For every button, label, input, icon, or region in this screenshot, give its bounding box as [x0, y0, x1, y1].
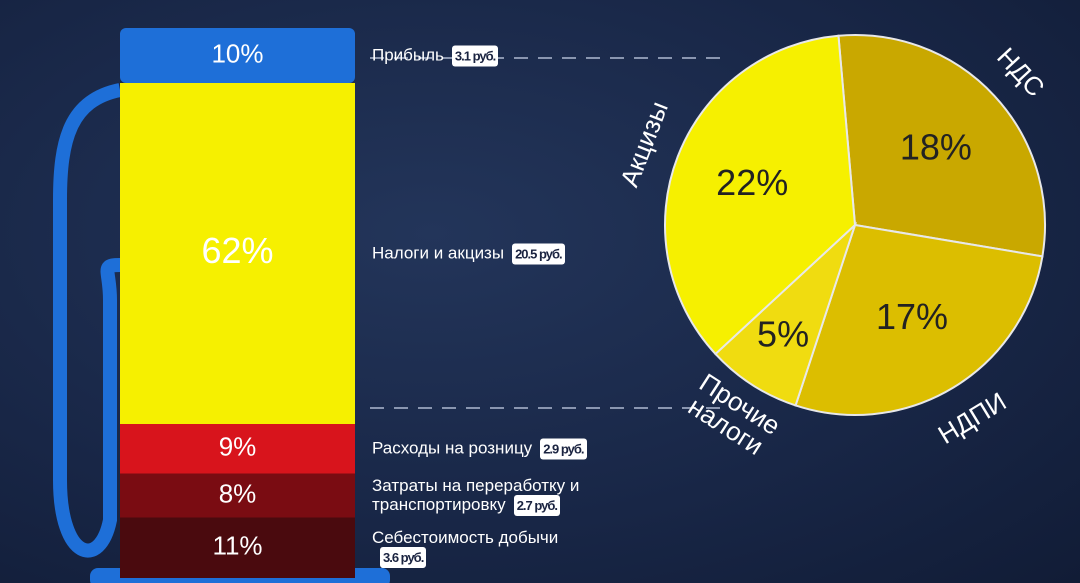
cost-label: Налоги и акцизы 20.5 руб.	[372, 242, 565, 265]
cost-label: Затраты на переработку и транспортировку…	[372, 475, 602, 516]
cost-name: Расходы на розницу	[372, 438, 533, 458]
pie-slice	[837, 34, 1046, 258]
bar-segment	[120, 424, 355, 474]
bar-segment	[120, 28, 355, 83]
cost-amount: 2.7 руб.	[513, 494, 561, 516]
cost-amount: 20.5 руб.	[512, 243, 565, 265]
cost-amount: 3.6 руб.	[380, 546, 427, 568]
bar-segment	[120, 517, 355, 578]
pie-slice	[794, 223, 1044, 416]
cost-amount: 2.9 руб.	[540, 438, 587, 460]
slice-label: 5%	[757, 313, 809, 354]
cost-label: Прибыль 3.1 руб.	[372, 44, 499, 67]
pump-hose	[53, 83, 122, 558]
segment-label: 11%	[212, 531, 262, 561]
segment-label: 62%	[201, 230, 273, 271]
pie-slice	[664, 34, 857, 356]
slice-label: 18%	[900, 127, 972, 168]
cost-name: Затраты на переработку и транспортировку	[372, 475, 580, 514]
cost-amount: 3.1 руб.	[451, 45, 499, 67]
segment-label: 9%	[219, 432, 257, 462]
bar-segment	[120, 473, 355, 518]
cost-label: Расходы на розницу 2.9 руб.	[372, 438, 587, 460]
cost-name: Прибыль	[372, 44, 444, 64]
slice-label: 17%	[876, 296, 948, 337]
segment-label: 10%	[211, 38, 263, 68]
segment-label: 8%	[219, 478, 257, 508]
slice-label: 22%	[716, 162, 788, 203]
cost-label: Себестоимость добычи3.6 руб.	[372, 528, 602, 568]
cost-name: Налоги и акцизы	[372, 242, 505, 262]
pie-slice	[714, 221, 858, 407]
cost-name: Себестоимость добычи	[372, 527, 559, 547]
bar-segment	[120, 83, 355, 424]
